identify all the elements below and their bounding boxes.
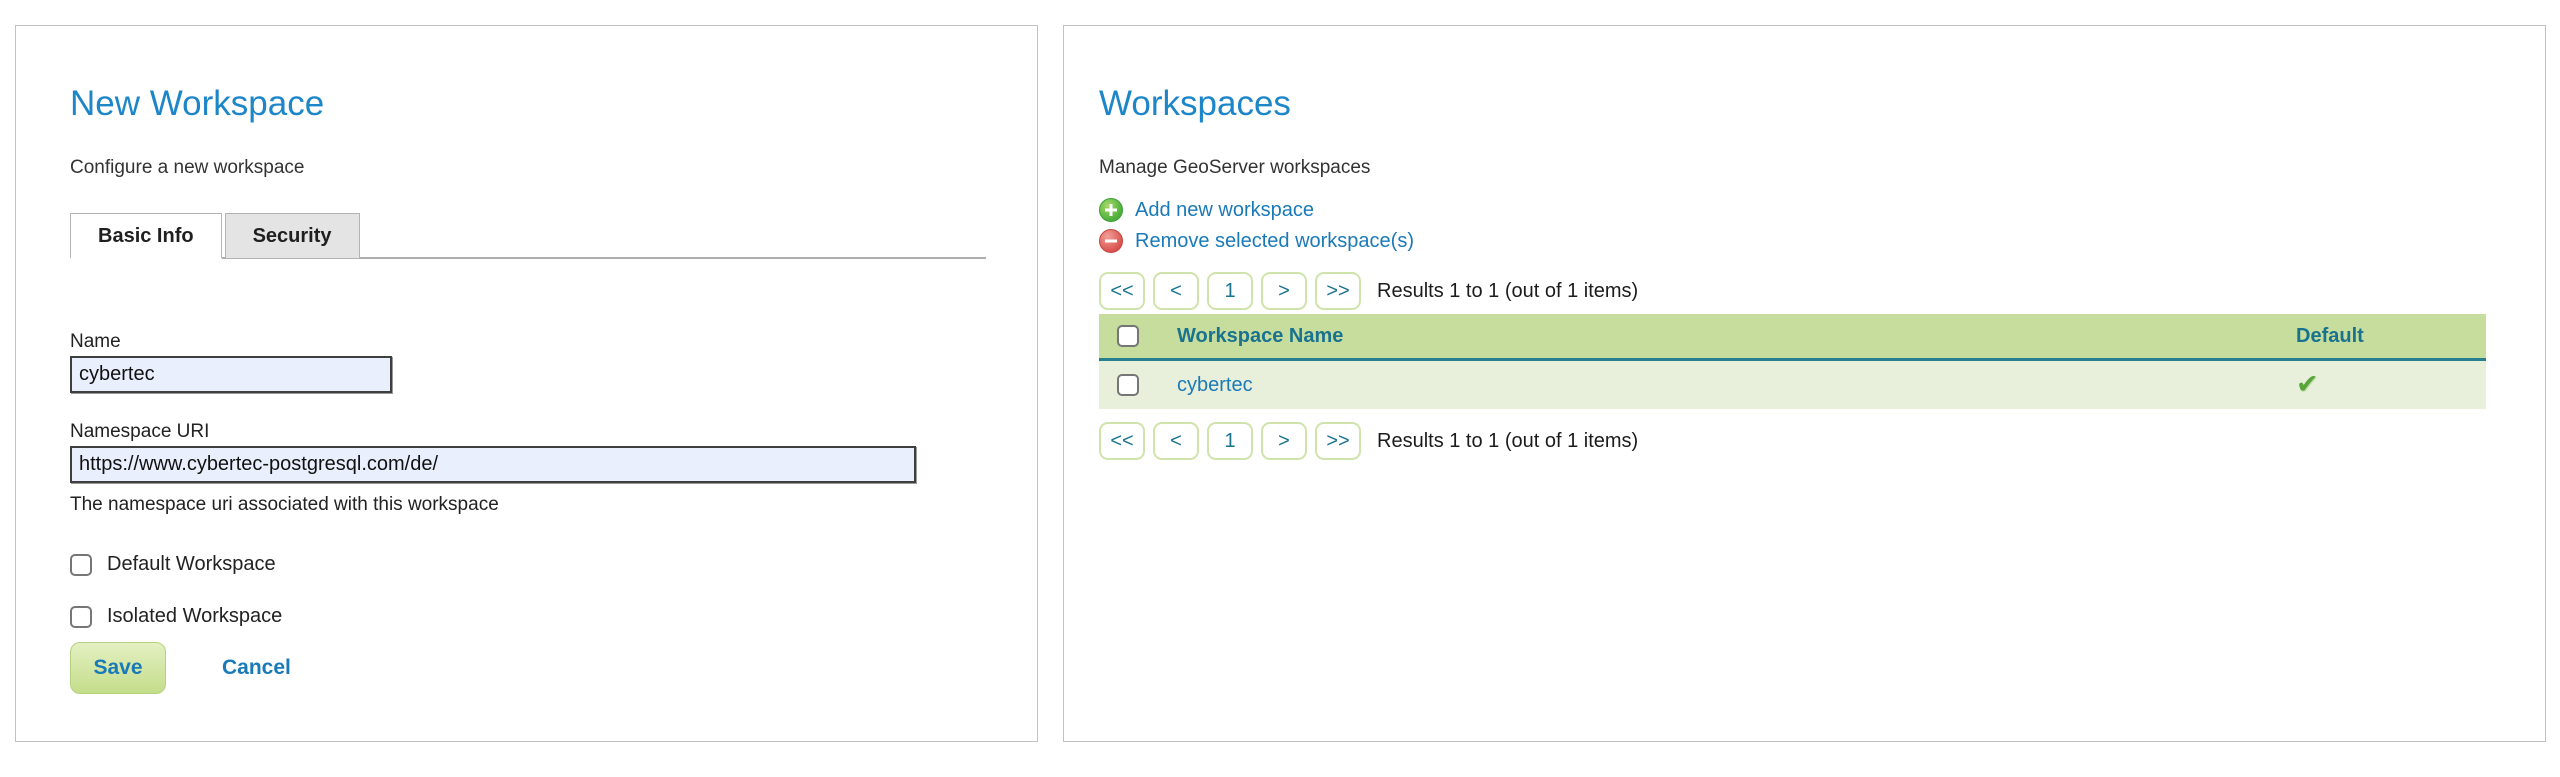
page-title: New Workspace [70,84,325,123]
pagination-top: << < 1 > >> Results 1 to 1 (out of 1 ite… [1099,272,2505,310]
page-number-button[interactable]: 1 [1207,422,1253,460]
add-workspace-link[interactable]: Add new workspace [1099,197,2505,223]
default-workspace-checkbox[interactable] [70,553,92,576]
cancel-link[interactable]: Cancel [222,656,291,679]
workspace-name-link[interactable]: cybertec [1177,373,1253,396]
tab-bar: Basic Info Security [70,213,986,259]
next-page-button[interactable]: > [1261,272,1307,310]
remove-workspace-label: Remove selected workspace(s) [1135,229,1414,252]
save-button[interactable]: Save [70,642,166,694]
first-page-button[interactable]: << [1099,272,1145,310]
last-page-button[interactable]: >> [1315,422,1361,460]
column-header-workspace-name: Workspace Name [1177,324,1344,347]
row-checkbox[interactable] [1117,374,1139,396]
pagination-bottom: << < 1 > >> Results 1 to 1 (out of 1 ite… [1099,422,2505,460]
prev-page-button[interactable]: < [1153,272,1199,310]
workspaces-panel: Workspaces Manage GeoServer workspaces A… [1063,25,2546,742]
page-number-button[interactable]: 1 [1207,272,1253,310]
namespace-uri-label: Namespace URI [70,421,210,442]
column-header-default: Default [2296,324,2364,347]
workspaces-table: Workspace Name Default cybertec ✔ [1099,314,2486,409]
plus-circle-icon [1099,198,1123,222]
namespace-uri-input[interactable] [70,446,916,483]
page-subtitle: Configure a new workspace [70,157,305,178]
table-header-row: Workspace Name Default [1099,314,2486,361]
namespace-help-text: The namespace uri associated with this w… [70,494,499,515]
first-page-button[interactable]: << [1099,422,1145,460]
select-all-checkbox[interactable] [1117,325,1139,347]
next-page-button[interactable]: > [1261,422,1307,460]
default-workspace-row: Default Workspace [70,553,997,576]
name-input[interactable] [70,356,392,393]
tab-basic-info[interactable]: Basic Info [70,213,222,259]
page-subtitle: Manage GeoServer workspaces [1099,157,1371,178]
results-text: Results 1 to 1 (out of 1 items) [1377,279,1639,302]
isolated-workspace-label: Isolated Workspace [107,605,283,627]
isolated-workspace-row: Isolated Workspace [70,605,997,628]
default-check-icon: ✔ [2296,369,2319,399]
table-row: cybertec ✔ [1099,361,2486,409]
page-title: Workspaces [1099,84,1291,123]
default-workspace-label: Default Workspace [107,553,276,575]
last-page-button[interactable]: >> [1315,272,1361,310]
prev-page-button[interactable]: < [1153,422,1199,460]
remove-workspace-link[interactable]: Remove selected workspace(s) [1099,228,2505,254]
minus-circle-icon [1099,229,1123,253]
add-workspace-label: Add new workspace [1135,198,1314,221]
form-actions: Save Cancel [70,642,997,694]
tab-security[interactable]: Security [224,213,360,259]
new-workspace-panel: New Workspace Configure a new workspace … [15,25,1038,742]
results-text: Results 1 to 1 (out of 1 items) [1377,429,1639,452]
name-label: Name [70,331,121,352]
isolated-workspace-checkbox[interactable] [70,605,92,628]
